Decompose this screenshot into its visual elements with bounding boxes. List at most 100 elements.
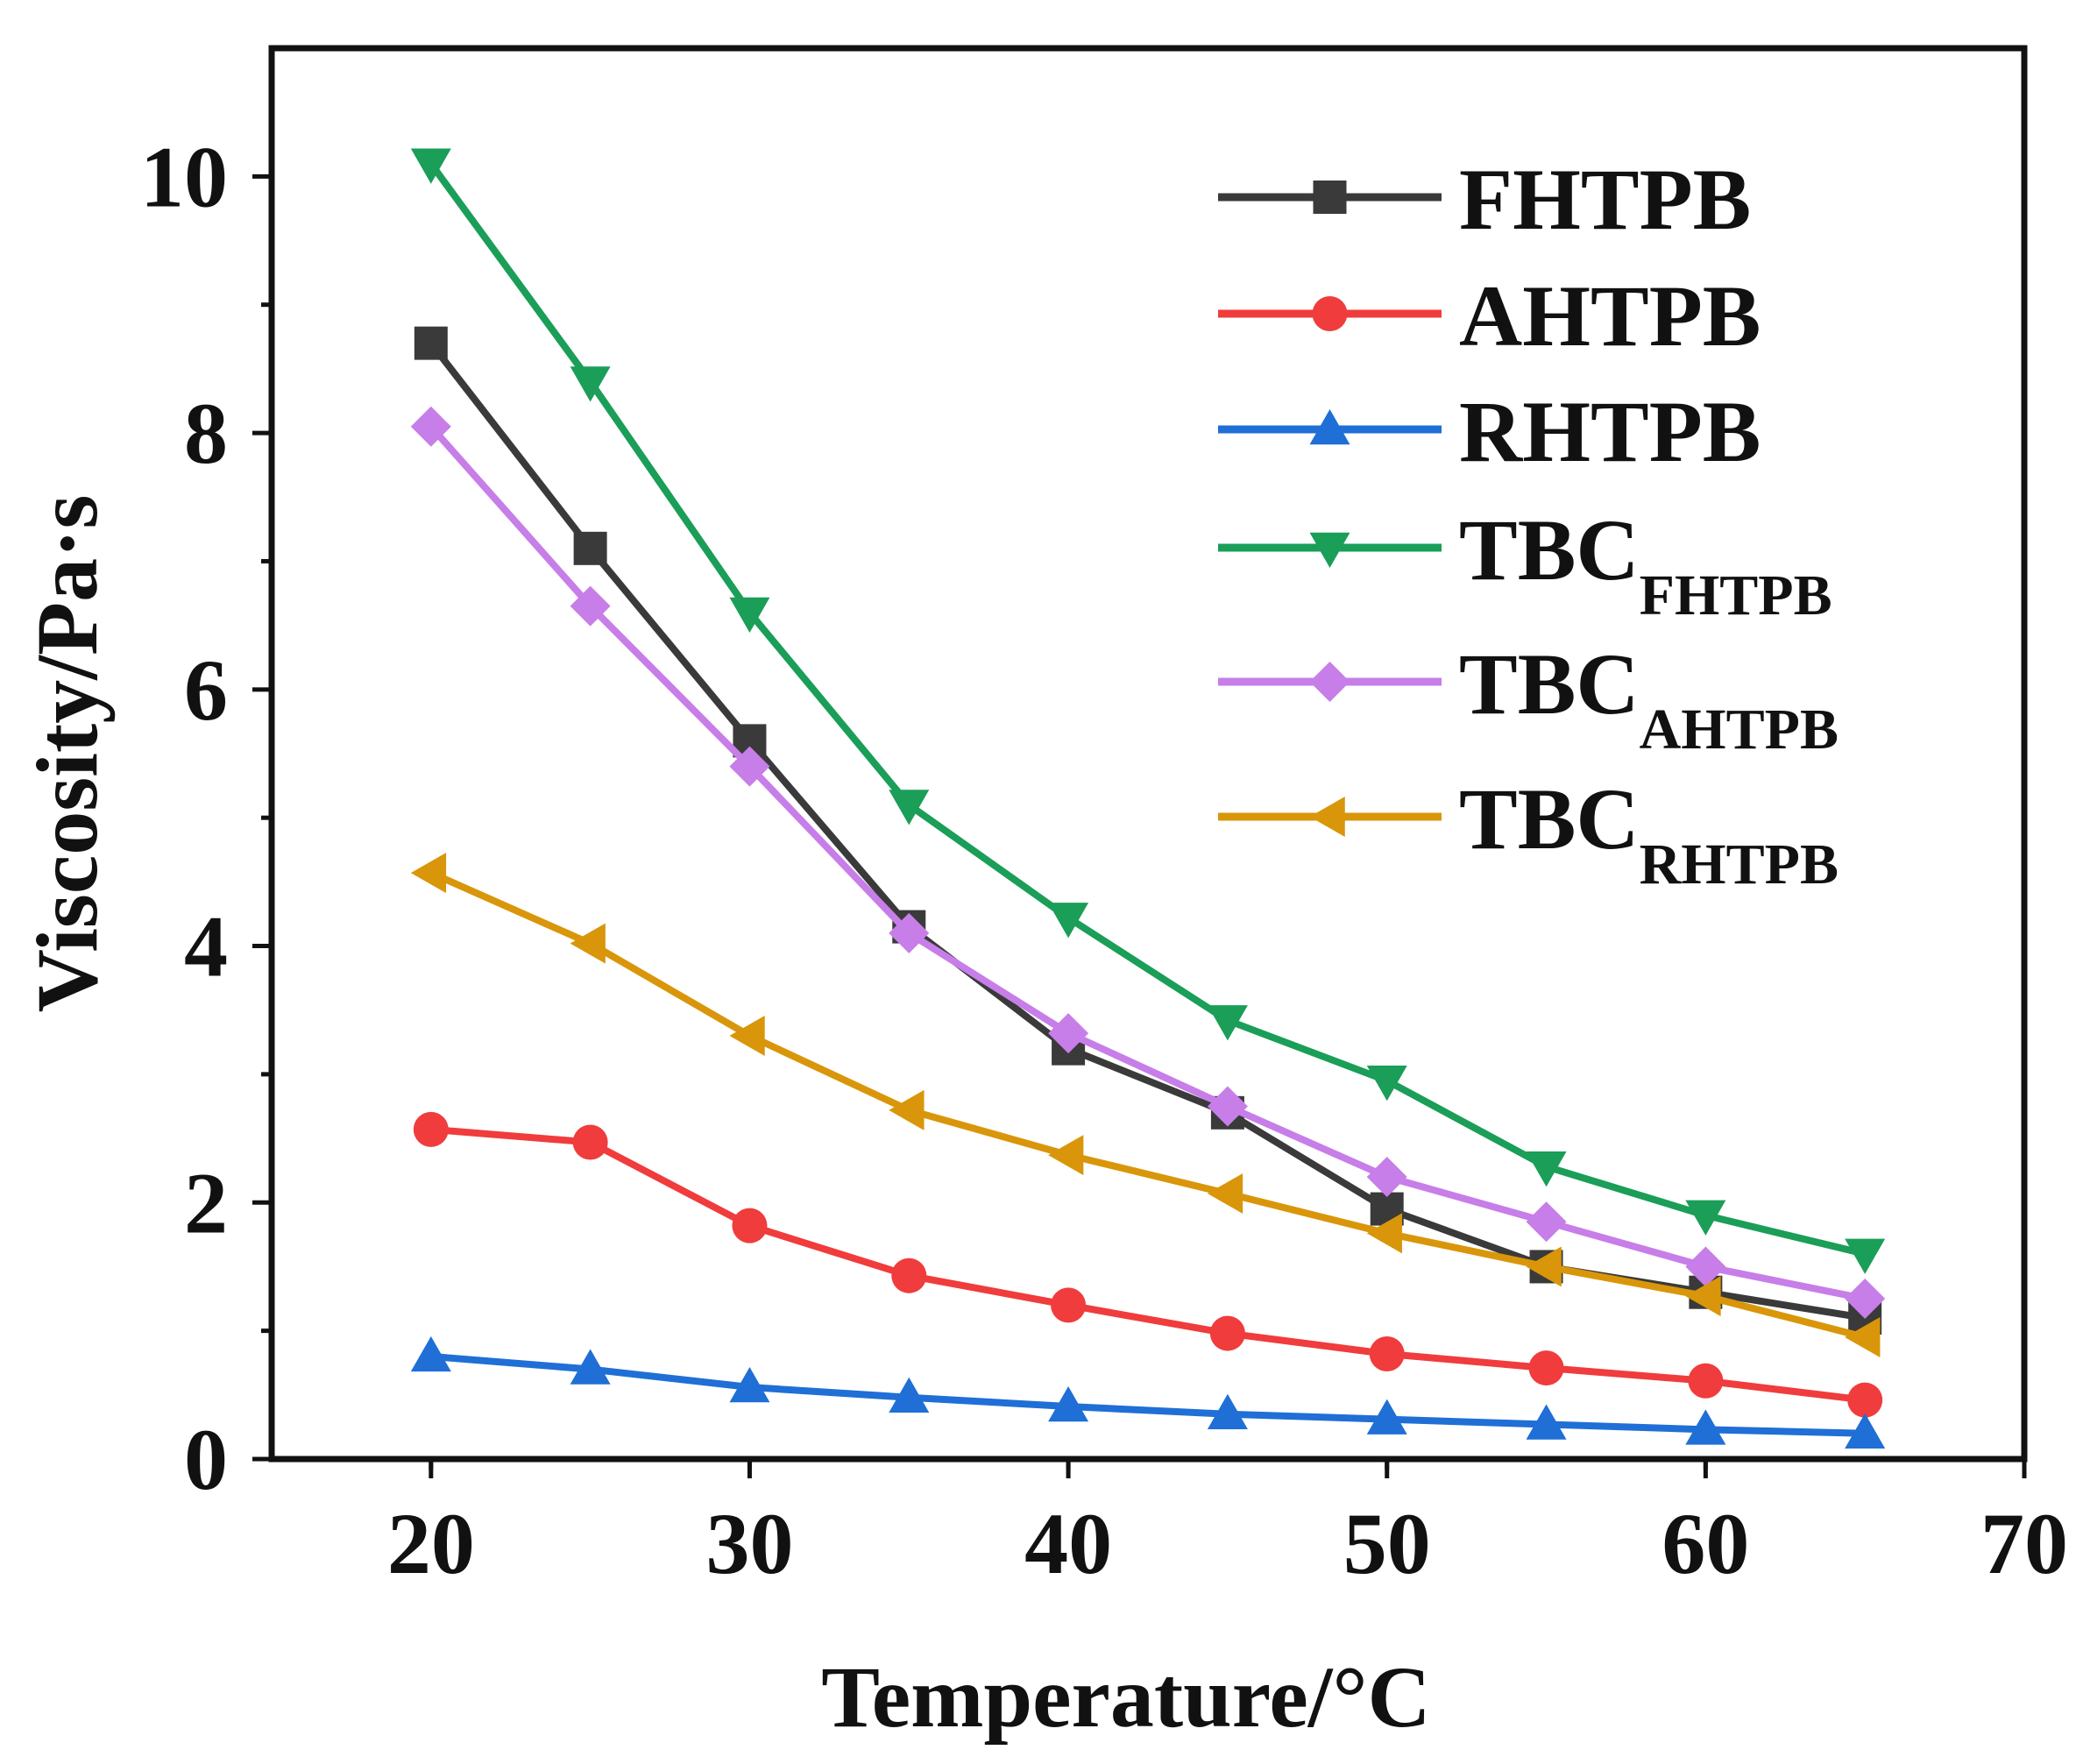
data-point <box>1685 1409 1726 1445</box>
data-point <box>1048 1385 1089 1422</box>
data-point <box>1845 1316 1881 1357</box>
series-line <box>430 1352 1866 1437</box>
data-point <box>410 148 451 184</box>
legend-item: FHTPB <box>1218 151 1751 248</box>
series-ahtpb <box>413 1111 1883 1418</box>
x-axis-ticks: 20 30 40 50 60 70 <box>387 1459 2068 1592</box>
legend-label-subscript: AHTPB <box>1640 698 1839 762</box>
series-line <box>429 869 1867 1341</box>
data-point <box>1685 1200 1726 1236</box>
legend-label-main: RHTPB <box>1459 383 1761 480</box>
x-tick-label: 40 <box>1024 1495 1112 1592</box>
data-point <box>729 597 770 633</box>
y-axis-ticks: 0 2 4 6 8 10 <box>140 128 272 1508</box>
series-line <box>428 424 1866 1302</box>
legend-label-main: FHTPB <box>1459 151 1751 248</box>
data-point <box>1845 1413 1886 1449</box>
data-point <box>891 1257 927 1293</box>
legend-marker <box>1309 409 1350 445</box>
x-tick-label: 70 <box>1980 1495 2068 1592</box>
legend-marker <box>1309 662 1350 702</box>
data-point <box>570 923 606 964</box>
legend-label: AHTPB <box>1459 267 1761 365</box>
series-tbcfhtpb <box>410 148 1886 1274</box>
series-line <box>428 161 1867 1257</box>
legend-label-main: TBC <box>1459 501 1640 599</box>
data-point <box>410 406 451 447</box>
data-point <box>1366 1157 1407 1197</box>
data-point <box>1209 1315 1245 1351</box>
x-tick-label: 20 <box>387 1495 475 1592</box>
data-point <box>414 326 448 360</box>
data-point <box>1366 1399 1407 1435</box>
data-point <box>1688 1363 1724 1399</box>
data-point <box>1847 1382 1883 1418</box>
y-axis-title: Viscosity/Pa·s <box>18 495 116 1013</box>
legend-label-main: AHTPB <box>1459 267 1761 365</box>
data-point <box>1845 1238 1886 1274</box>
y-tick-label: 8 <box>184 385 228 482</box>
x-tick-label: 60 <box>1661 1495 1749 1592</box>
legend-label: TBCAHTPB <box>1459 635 1839 762</box>
legend-item: TBCRHTPB <box>1218 770 1839 896</box>
data-point <box>1685 1246 1726 1287</box>
y-tick-label: 6 <box>184 641 228 739</box>
data-point <box>1048 903 1089 939</box>
data-point <box>413 1111 449 1147</box>
data-point <box>1685 1276 1721 1317</box>
legend-marker <box>1313 181 1347 214</box>
data-point <box>1526 1404 1567 1440</box>
data-point <box>1369 1335 1405 1371</box>
legend-label: TBCRHTPB <box>1459 770 1839 896</box>
series-line <box>430 1125 1866 1404</box>
data-point <box>889 790 930 825</box>
y-tick-label: 10 <box>140 128 228 225</box>
data-point <box>1051 1287 1087 1323</box>
data-point <box>1366 1065 1407 1102</box>
data-point <box>1526 1201 1567 1243</box>
legend-label-main: TBC <box>1459 635 1640 733</box>
data-point <box>572 1124 608 1160</box>
legend-label-main: TBC <box>1459 770 1640 868</box>
y-tick-label: 4 <box>184 898 228 995</box>
x-axis-title: Temperature/°C <box>821 1648 1430 1746</box>
legend-label: FHTPB <box>1459 151 1751 248</box>
y-tick-label: 0 <box>184 1411 228 1508</box>
data-point <box>573 531 607 565</box>
data-point <box>889 1089 925 1130</box>
x-tick-label: 50 <box>1343 1495 1431 1592</box>
series-tbcrhtpb <box>410 853 1881 1357</box>
data-point <box>729 746 770 787</box>
data-point <box>1845 1279 1886 1320</box>
data-point <box>570 585 611 627</box>
data-point <box>570 366 611 402</box>
x-tick-label: 30 <box>705 1495 793 1592</box>
data-point <box>1048 1013 1089 1054</box>
series-tbcahtpb <box>410 406 1886 1320</box>
data-point <box>410 1335 451 1372</box>
data-point <box>729 1016 765 1056</box>
data-point <box>1048 1135 1084 1176</box>
legend-label: TBCFHTPB <box>1459 501 1832 627</box>
data-point <box>729 1367 770 1403</box>
legend-label: RHTPB <box>1459 383 1761 480</box>
data-point <box>410 853 447 894</box>
data-point <box>570 1349 611 1385</box>
legend-item: RHTPB <box>1218 383 1761 480</box>
legend-label-subscript: RHTPB <box>1640 832 1839 896</box>
data-point <box>1207 1086 1248 1127</box>
series-rhtpb <box>410 1335 1886 1449</box>
data-point <box>889 1377 930 1413</box>
legend-item: AHTPB <box>1218 267 1761 365</box>
legend-item: TBCFHTPB <box>1218 501 1832 627</box>
data-point <box>1366 1213 1402 1254</box>
legend-item: TBCAHTPB <box>1218 635 1839 762</box>
data-point <box>1528 1350 1564 1386</box>
legend-marker <box>1309 532 1350 568</box>
legend-marker <box>1312 296 1348 331</box>
data-point <box>889 912 930 953</box>
data-point <box>1526 1151 1567 1187</box>
series-layer <box>410 148 1886 1449</box>
